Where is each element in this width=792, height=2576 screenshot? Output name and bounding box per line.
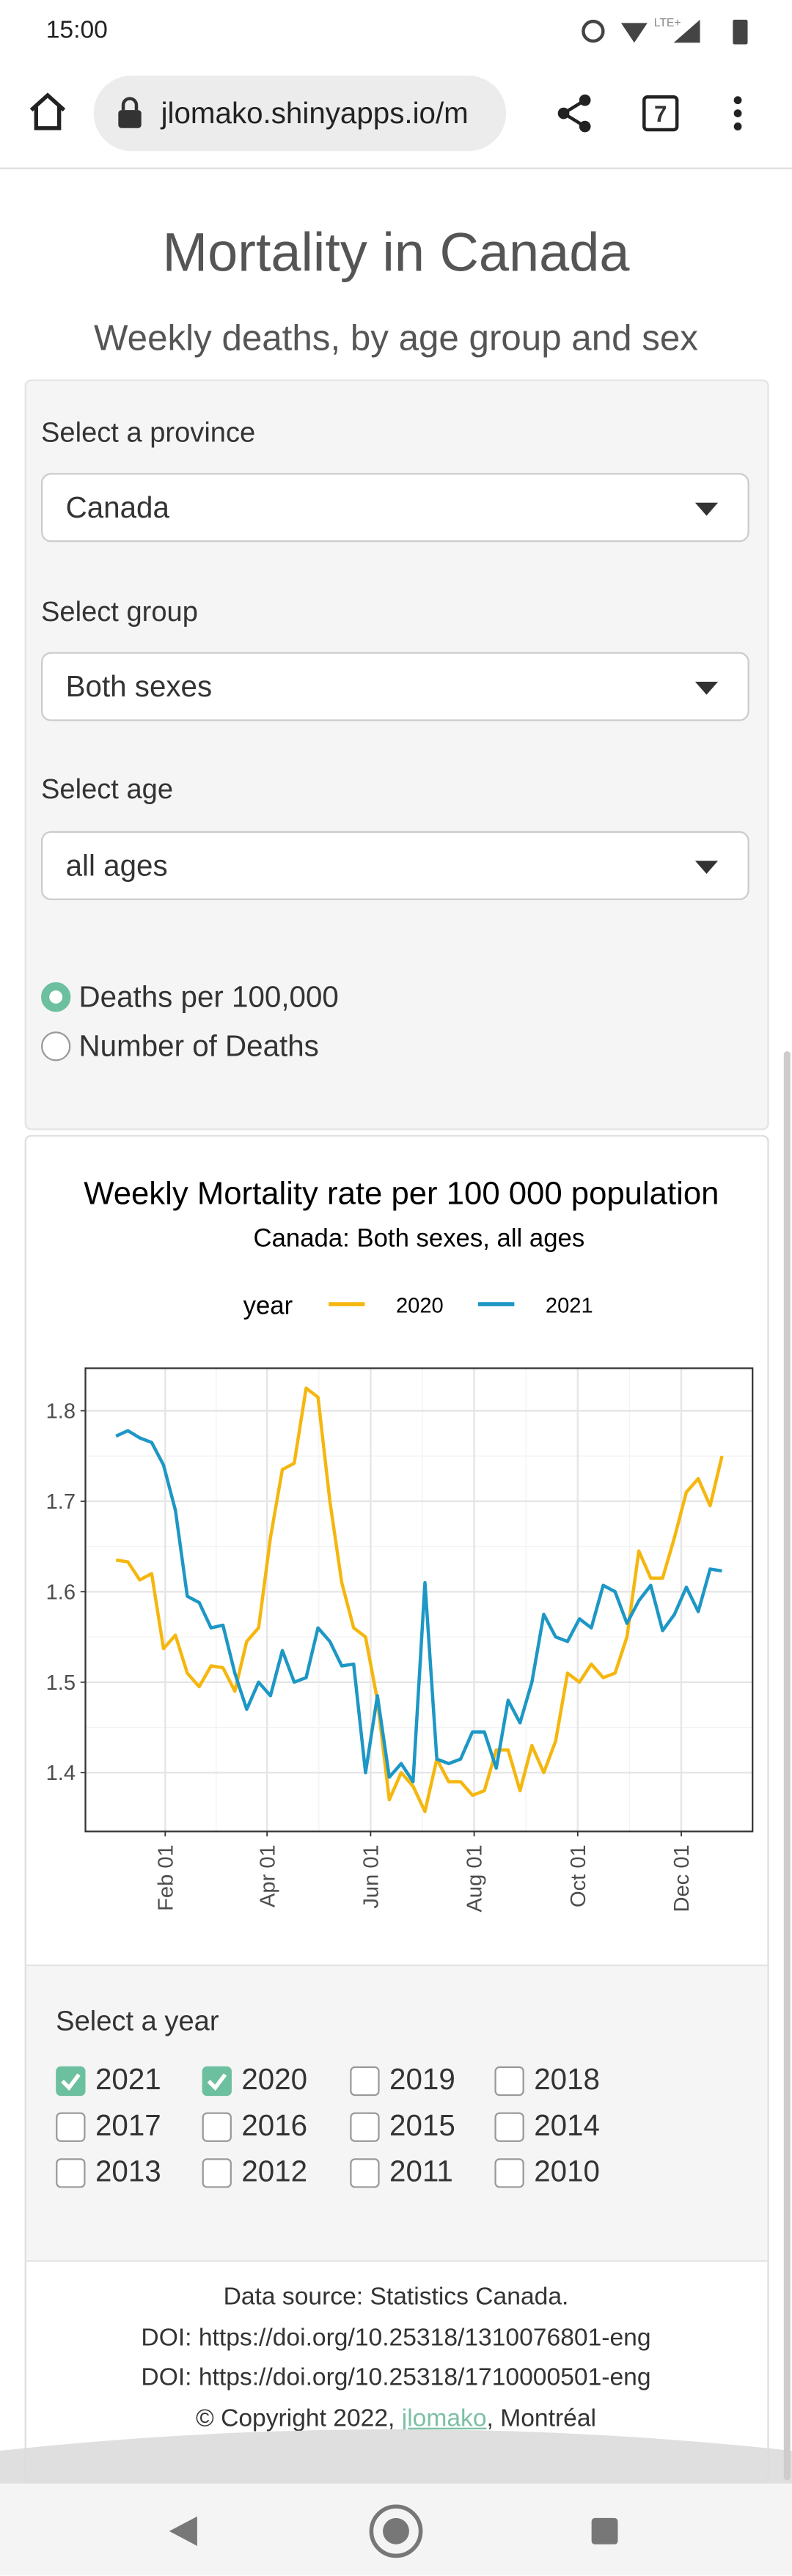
radio-button[interactable]	[41, 1031, 71, 1061]
menu-button[interactable]	[730, 95, 746, 131]
x-tick-label: Feb 01	[154, 1844, 177, 1911]
year-checkbox[interactable]	[56, 2066, 86, 2097]
chart-subtitle: Canada: Both sexes, all ages	[254, 1225, 585, 1253]
x-tick-label: Aug 01	[463, 1844, 487, 1912]
group-select[interactable]: Both sexes	[41, 652, 749, 721]
page-title: Mortality in Canada	[162, 221, 630, 283]
year-checkbox[interactable]	[202, 2112, 232, 2142]
nav-bar	[0, 2483, 792, 2576]
check-mark	[207, 2073, 227, 2091]
url-bar[interactable]: jlomako.shinyapps.io/m	[93, 76, 507, 152]
radio-button[interactable]	[41, 982, 71, 1012]
chart-title: Weekly Mortality rate per 100 000 popula…	[84, 1175, 719, 1211]
province-label: Select a province	[41, 417, 256, 449]
divider	[26, 2260, 768, 2262]
tab-count[interactable]: 7	[642, 95, 679, 132]
year-label: 2013	[95, 2154, 161, 2188]
caret	[694, 681, 719, 695]
year-checkbox[interactable]	[350, 2112, 380, 2142]
year-label: 2010	[534, 2154, 600, 2188]
y-tick-label: 1.7	[46, 1490, 76, 1514]
province-select[interactable]: Canada	[41, 473, 749, 542]
footer-line: DOI: https://doi.org/10.25318/1710000501…	[141, 2364, 651, 2393]
footer-line: DOI: https://doi.org/10.25318/1310076801…	[141, 2323, 651, 2352]
author-link[interactable]: jlomako	[401, 2404, 487, 2433]
chart: Weekly Mortality rate per 100 000 popula…	[46, 1175, 754, 1913]
caret	[694, 502, 719, 516]
lock-icon	[118, 97, 142, 128]
year-label: 2011	[389, 2154, 453, 2188]
url: jlomako.shinyapps.io/m	[161, 97, 469, 130]
back-button[interactable]	[166, 2514, 199, 2547]
age-label: Select age	[41, 773, 174, 805]
legend-title: year	[243, 1292, 293, 1320]
year-label: 2016	[241, 2109, 308, 2142]
year-checkbox[interactable]	[350, 2066, 380, 2097]
gesture-overlay	[0, 2429, 792, 2490]
select-value: all ages	[65, 849, 168, 883]
copyright: © Copyright 2022, jlomako, Montréal	[0, 2400, 792, 2440]
age-select[interactable]: all ages	[41, 831, 749, 900]
footer: Data source: Statistics Canada. DOI: htt…	[0, 2278, 792, 2440]
x-tick-label: Jun 01	[359, 1844, 383, 1908]
year-checkbox[interactable]	[494, 2158, 524, 2188]
home-nav-button[interactable]	[368, 2503, 424, 2559]
select-value: Both sexes	[65, 670, 213, 704]
year-checkbox[interactable]	[202, 2158, 232, 2188]
year-label: 2020	[241, 2063, 308, 2097]
year-label: 2017	[95, 2109, 161, 2142]
year-checkbox[interactable]	[494, 2112, 524, 2142]
x-tick-label: Apr 01	[256, 1844, 279, 1907]
x-tick-label: Dec 01	[670, 1844, 694, 1912]
check-mark	[61, 2073, 81, 2091]
footer-line: Data source: Statistics Canada.	[223, 2283, 569, 2311]
year-label: 2019	[389, 2063, 455, 2097]
divider	[0, 167, 792, 169]
share-button[interactable]	[555, 94, 595, 133]
home-button[interactable]	[26, 92, 69, 131]
year-panel	[26, 1964, 768, 2262]
legend-label: 2020	[396, 1294, 444, 1317]
year-label: 2018	[534, 2063, 600, 2097]
y-tick-label: 1.5	[46, 1671, 76, 1695]
copyright-text: , Montréal	[486, 2404, 597, 2433]
plot-background	[85, 1368, 753, 1832]
y-tick-label: 1.6	[46, 1580, 76, 1604]
year-checkbox[interactable]	[56, 2158, 86, 2188]
copyright-text: © Copyright 2022,	[195, 2404, 402, 2433]
plot-border	[84, 1367, 754, 1833]
year-label: 2021	[95, 2063, 161, 2097]
y-tick-label: 1.4	[46, 1762, 76, 1785]
year-label: 2014	[534, 2109, 600, 2142]
x-tick-label: Oct 01	[567, 1844, 590, 1907]
year-checkbox[interactable]	[202, 2066, 232, 2097]
year-checkbox[interactable]	[494, 2066, 524, 2097]
year-label: Select a year	[56, 2005, 219, 2037]
page-subtitle: Weekly deaths, by age group and sex	[94, 317, 698, 358]
status-icons: LTE+	[582, 17, 748, 45]
scrollbar	[783, 1051, 791, 2481]
series-line	[115, 1386, 724, 1814]
year-label: 2012	[241, 2154, 308, 2188]
radio-label: Number of Deaths	[78, 1029, 319, 1063]
group-label: Select group	[41, 596, 198, 628]
network-type: LTE+	[654, 17, 681, 29]
radio-label: Deaths per 100,000	[78, 980, 339, 1014]
y-tick-label: 1.8	[46, 1400, 76, 1424]
year-label: 2015	[389, 2109, 455, 2142]
clock: 15:00	[45, 16, 108, 45]
series-line	[115, 1429, 722, 1784]
select-value: Canada	[65, 490, 169, 524]
year-checkbox[interactable]	[350, 2158, 380, 2188]
year-checkbox[interactable]	[56, 2112, 86, 2142]
caret	[694, 861, 719, 875]
legend-label: 2021	[546, 1294, 593, 1317]
recents-button[interactable]	[590, 2517, 619, 2546]
